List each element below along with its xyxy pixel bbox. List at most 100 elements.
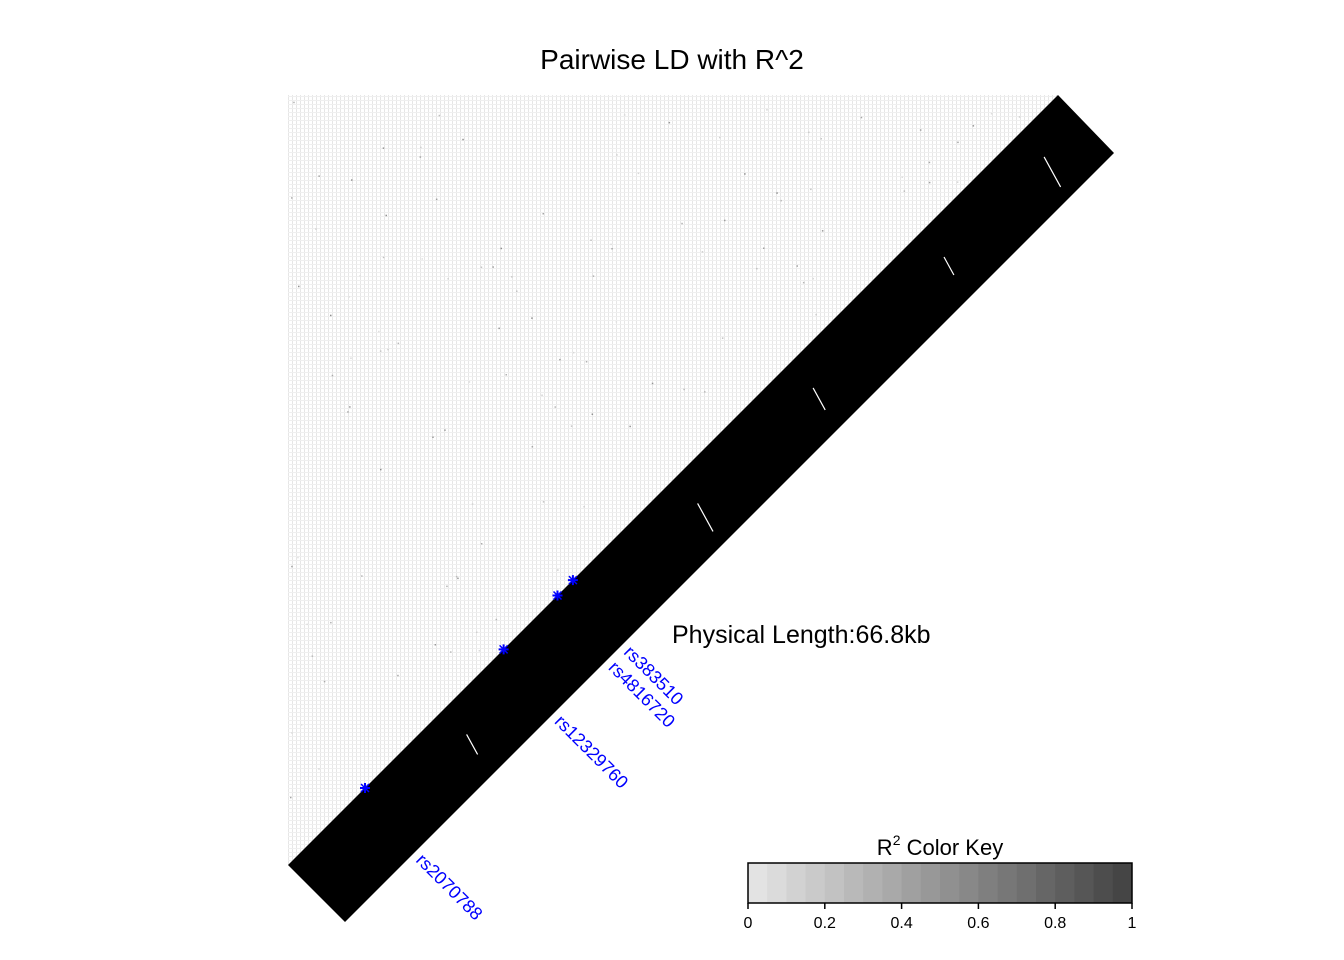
- ld-speckle: [438, 114, 441, 117]
- color-key-cell: [959, 863, 979, 903]
- ld-speckle: [318, 175, 320, 177]
- ld-speckle: [447, 278, 449, 280]
- band-gap: [1043, 156, 1062, 188]
- ld-speckle: [434, 644, 437, 646]
- ld-speckle: [387, 348, 389, 351]
- ld-speckle: [591, 413, 594, 415]
- ld-speckle: [776, 192, 778, 194]
- band-gap: [697, 503, 714, 532]
- ld-speckle: [495, 618, 498, 621]
- color-key-cell: [863, 863, 883, 903]
- ld-speckle: [318, 768, 320, 770]
- color-key-title-base: R: [877, 835, 893, 860]
- color-key-cell: [940, 863, 960, 903]
- ld-speckle: [721, 337, 724, 339]
- ld-speckle: [331, 374, 334, 377]
- ld-speckle: [531, 317, 533, 319]
- ld-speckle: [570, 425, 573, 427]
- snp-marker-cross: [499, 644, 509, 654]
- ld-speckle: [683, 388, 685, 391]
- color-key-tick-label: 0: [744, 915, 753, 932]
- color-key-gradient: [748, 863, 1133, 903]
- color-key-cell: [805, 863, 826, 903]
- ld-speckle: [766, 109, 768, 111]
- ld-speckle: [498, 327, 500, 330]
- ld-speckle: [611, 248, 613, 250]
- ld-speckle: [592, 275, 595, 277]
- ld-speckle: [349, 406, 351, 408]
- ld-speckle: [516, 290, 518, 292]
- ld-speckle: [380, 468, 382, 471]
- ld-speckle: [557, 569, 559, 571]
- ld-speckle: [468, 381, 471, 383]
- ld-speckle: [637, 172, 640, 175]
- snp-marker: [567, 575, 578, 586]
- ld-speckle: [298, 285, 300, 288]
- ld-speckle: [444, 429, 446, 431]
- ld-speckle: [291, 732, 293, 734]
- snp-marker-cross: [568, 575, 578, 585]
- ld-speckle: [290, 796, 292, 799]
- ld-speckle: [397, 342, 400, 345]
- color-key-ticks: 0 0.2 0.4 0.6 0.8 1: [744, 903, 1137, 932]
- band-gap: [943, 256, 955, 276]
- ld-speckle: [585, 361, 588, 363]
- color-key-title: R2 Color Key: [877, 832, 1003, 860]
- ld-speckle: [462, 138, 464, 141]
- ld-speckle: [701, 251, 704, 253]
- color-key-cell: [997, 863, 1018, 903]
- ld-speckle: [615, 321, 618, 323]
- color-key-cell: [1055, 863, 1075, 903]
- ld-speckle: [583, 506, 585, 508]
- ld-speckle: [435, 198, 438, 201]
- ld-speckle: [763, 247, 765, 249]
- ld-speckle: [293, 101, 295, 104]
- ld-speckle: [812, 277, 814, 280]
- ld-speckle: [796, 265, 798, 267]
- ld-speckle: [802, 281, 805, 284]
- ld-speckle: [432, 436, 434, 438]
- ld-speckle: [471, 503, 474, 505]
- ld-speckle: [616, 154, 618, 156]
- snp-marker: [552, 590, 563, 601]
- ld-speckle: [756, 267, 758, 270]
- ld-speckle: [972, 125, 975, 127]
- color-key-cell: [748, 863, 768, 903]
- ld-speckle: [572, 351, 575, 354]
- ld-speckle: [623, 114, 626, 116]
- ld-speckle: [379, 350, 382, 352]
- ld-speckle: [744, 173, 746, 175]
- snp-label: rs12329760: [551, 711, 632, 792]
- ld-speckle: [820, 138, 822, 140]
- ld-speckle: [724, 219, 726, 222]
- ld-speckle: [480, 266, 483, 268]
- ld-triangle: [288, 95, 1114, 922]
- ld-speckle: [476, 631, 478, 633]
- color-key-title-superscript: 2: [893, 832, 901, 848]
- color-key: R2 Color Key 0 0.2 0.4 0.6 0.8 1: [744, 832, 1137, 932]
- ld-speckle: [821, 230, 824, 232]
- ld-speckle: [704, 391, 706, 393]
- ld-speckle: [780, 199, 782, 202]
- color-key-cell: [901, 863, 922, 903]
- physical-length-label: Physical Length:66.8kb: [672, 621, 931, 649]
- band-gaps: [466, 156, 1062, 755]
- ld-speckle: [810, 188, 812, 191]
- color-key-cell: [882, 863, 903, 903]
- ld-speckle: [1018, 116, 1021, 118]
- color-key-cell: [1112, 863, 1133, 903]
- color-key-title-rest: Color Key: [900, 835, 1003, 860]
- ld-speckles: [290, 101, 1021, 799]
- ld-speckle: [542, 213, 544, 215]
- chart-title: Pairwise LD with R^2: [540, 44, 804, 75]
- color-key-cell: [1036, 863, 1056, 903]
- ld-speckle: [348, 296, 350, 298]
- band-gap: [812, 387, 826, 411]
- ld-speckle: [559, 358, 561, 361]
- color-key-cell: [978, 863, 999, 903]
- ld-speckle: [500, 247, 502, 250]
- ld-speckle: [895, 105, 897, 108]
- ld-speckle: [928, 181, 931, 184]
- ld-speckle: [492, 266, 494, 268]
